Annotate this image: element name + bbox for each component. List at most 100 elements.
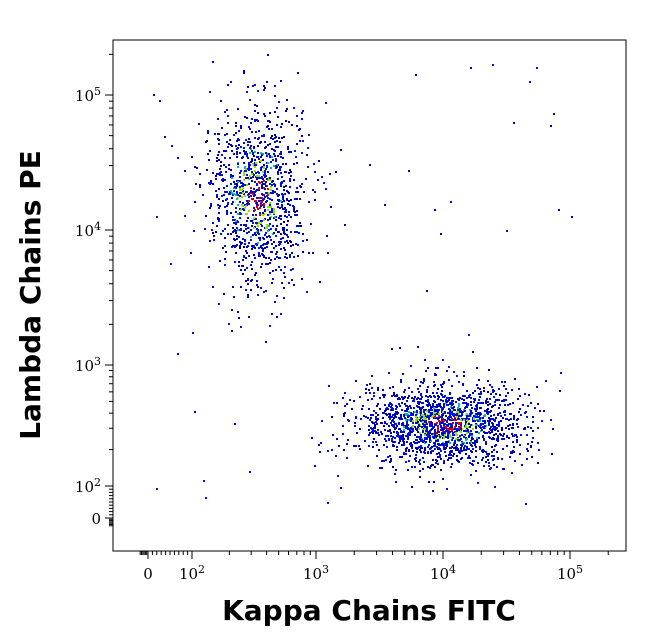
event-point	[240, 127, 242, 129]
event-point	[355, 445, 357, 447]
event-point	[205, 141, 207, 143]
event-point	[390, 435, 392, 437]
event-point	[255, 243, 257, 245]
event-point	[243, 179, 245, 181]
event-point	[379, 467, 381, 469]
event-point	[488, 417, 490, 419]
event-point	[233, 153, 235, 155]
event-point	[394, 473, 396, 475]
event-point	[349, 399, 351, 401]
event-point	[441, 443, 443, 445]
event-point	[475, 450, 477, 452]
event-point	[415, 379, 417, 381]
event-point	[284, 276, 286, 278]
event-point	[392, 408, 394, 410]
event-point	[242, 192, 244, 194]
event-point	[450, 201, 452, 203]
event-point	[275, 219, 277, 221]
event-point	[267, 144, 269, 146]
event-point	[251, 171, 253, 173]
event-point	[396, 449, 398, 451]
event-point	[424, 447, 426, 449]
event-point	[269, 204, 271, 206]
event-point	[429, 437, 431, 439]
event-point	[531, 441, 533, 443]
event-point	[453, 413, 455, 415]
event-point	[267, 241, 269, 243]
event-point	[236, 238, 238, 240]
event-point	[411, 466, 413, 468]
event-point	[279, 153, 281, 155]
event-point	[280, 248, 282, 250]
event-point	[224, 134, 226, 136]
event-point	[247, 177, 249, 179]
event-point	[235, 207, 237, 209]
event-point	[459, 408, 461, 410]
event-point	[484, 410, 486, 412]
event-point	[497, 414, 499, 416]
event-point	[224, 264, 226, 266]
event-point	[301, 135, 303, 137]
event-point	[277, 206, 279, 208]
event-point	[471, 412, 473, 414]
event-point	[291, 279, 293, 281]
event-point	[333, 402, 335, 404]
event-point	[390, 458, 392, 460]
event-point	[414, 396, 416, 398]
event-point	[236, 153, 238, 155]
event-point	[240, 170, 242, 172]
event-point	[216, 225, 218, 227]
event-point	[408, 450, 410, 452]
event-point	[501, 427, 503, 429]
event-point	[255, 172, 257, 174]
event-point	[313, 163, 315, 165]
event-point	[254, 274, 256, 276]
event-point	[421, 439, 423, 441]
event-point	[461, 445, 463, 447]
event-point	[255, 162, 257, 164]
event-point	[387, 435, 389, 437]
event-point	[439, 436, 441, 438]
event-point	[264, 210, 266, 212]
event-point	[343, 415, 345, 417]
event-point	[470, 450, 472, 452]
event-point	[412, 425, 414, 427]
event-point	[508, 437, 510, 439]
event-point	[262, 250, 264, 252]
event-point	[375, 417, 377, 419]
event-point	[258, 189, 260, 191]
event-point	[276, 295, 278, 297]
event-point	[464, 445, 466, 447]
event-point	[422, 423, 424, 425]
event-point	[501, 429, 503, 431]
event-point	[444, 423, 446, 425]
event-point	[217, 173, 219, 175]
event-point	[212, 222, 214, 224]
event-point	[359, 396, 361, 398]
event-point	[405, 414, 407, 416]
event-point	[419, 432, 421, 434]
event-point	[432, 392, 434, 394]
event-point	[383, 444, 385, 446]
event-point	[426, 410, 428, 412]
event-point	[236, 227, 238, 229]
event-point	[296, 198, 298, 200]
event-point	[503, 438, 505, 440]
event-point	[420, 435, 422, 437]
event-point	[439, 423, 441, 425]
event-point	[278, 217, 280, 219]
event-point	[259, 214, 261, 216]
x-tick-label: 103	[303, 563, 329, 583]
event-point	[440, 393, 442, 395]
event-point	[450, 454, 452, 456]
event-point	[335, 455, 337, 457]
event-point	[401, 424, 403, 426]
event-point	[252, 163, 254, 165]
event-point	[258, 175, 260, 177]
event-point	[299, 140, 301, 142]
event-point	[429, 432, 431, 434]
event-point	[384, 422, 386, 424]
event-point	[224, 245, 226, 247]
event-point	[256, 284, 258, 286]
event-point	[472, 392, 474, 394]
